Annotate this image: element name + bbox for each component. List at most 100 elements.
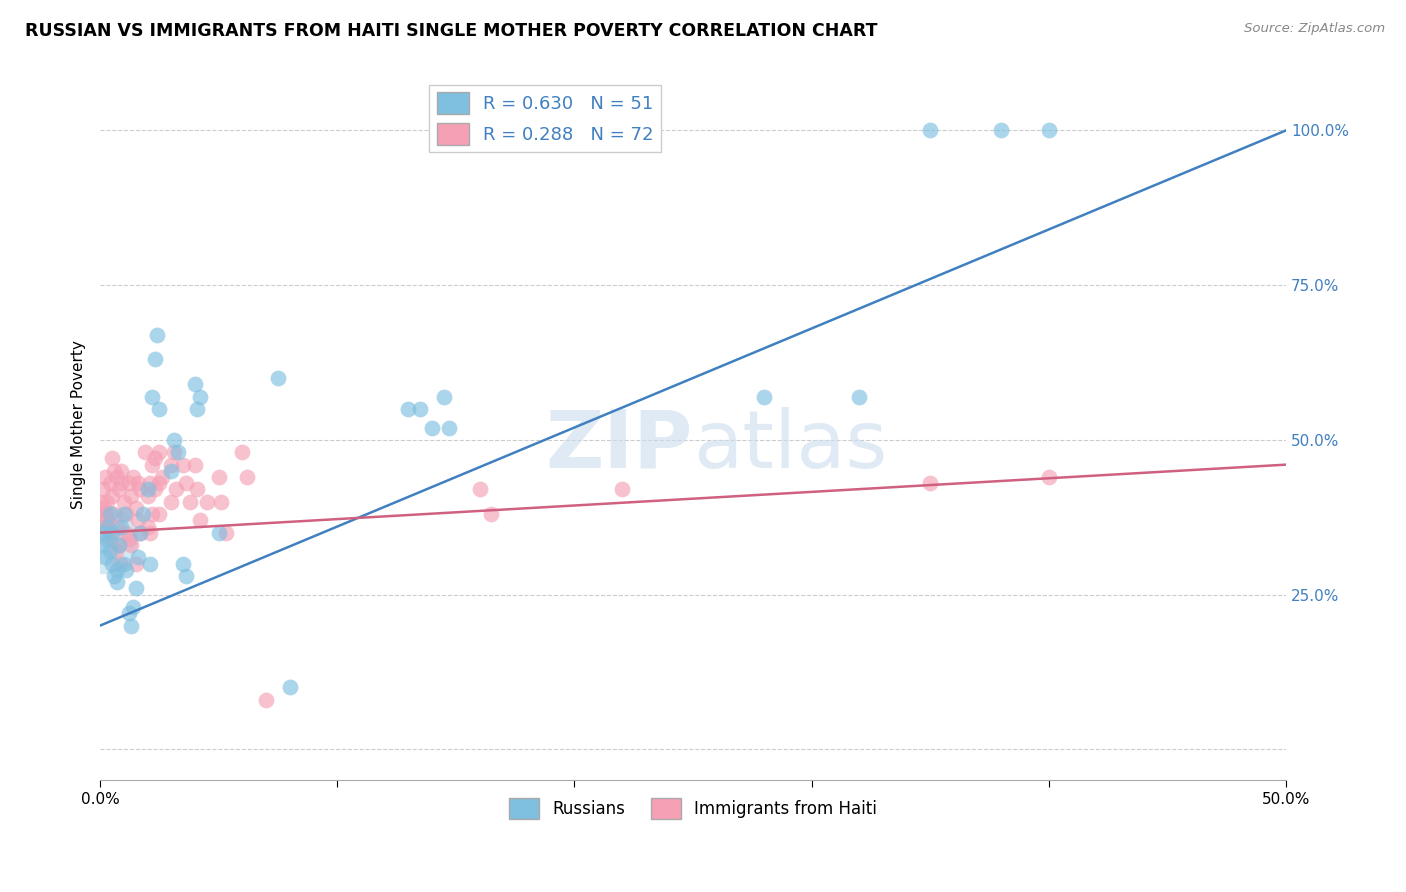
Point [120, 538, 142, 552]
Point [184, 458, 207, 472]
Point [103, 569, 125, 583]
Point [848, 390, 870, 404]
Point [920, 123, 942, 137]
Point [172, 458, 194, 472]
Point [136, 519, 159, 533]
Point [437, 420, 460, 434]
Point [129, 483, 152, 497]
Point [98, 476, 121, 491]
Point [90, 495, 112, 509]
Point [91, 513, 114, 527]
Point [409, 401, 432, 416]
Point [101, 557, 124, 571]
Point [236, 470, 259, 484]
Point [160, 458, 183, 472]
Point [150, 470, 173, 484]
Point [254, 693, 277, 707]
Point [127, 476, 149, 491]
Point [127, 513, 149, 527]
Point [1038, 470, 1060, 484]
Point [209, 495, 232, 509]
Point [148, 445, 170, 459]
Point [101, 451, 124, 466]
Point [481, 507, 503, 521]
Point [96, 532, 118, 546]
Point [920, 476, 942, 491]
Point [195, 495, 218, 509]
Point [104, 544, 127, 558]
Point [105, 470, 128, 484]
Point [420, 420, 443, 434]
Point [174, 476, 197, 491]
Point [267, 371, 290, 385]
Point [148, 476, 170, 491]
Point [188, 390, 211, 404]
Point [94, 470, 117, 484]
Legend: Russians, Immigrants from Haiti: Russians, Immigrants from Haiti [503, 792, 883, 825]
Point [108, 538, 131, 552]
Point [129, 525, 152, 540]
Point [278, 681, 301, 695]
Y-axis label: Single Mother Poverty: Single Mother Poverty [72, 340, 86, 508]
Point [110, 557, 132, 571]
Point [610, 483, 633, 497]
Point [146, 327, 169, 342]
Point [208, 470, 231, 484]
Point [120, 489, 142, 503]
Point [125, 582, 148, 596]
Point [433, 390, 456, 404]
Point [115, 507, 138, 521]
Point [98, 544, 121, 558]
Point [163, 445, 186, 459]
Point [112, 557, 135, 571]
Text: ZIP: ZIP [546, 407, 693, 484]
Point [184, 377, 207, 392]
Point [165, 483, 187, 497]
Point [101, 489, 124, 503]
Point [143, 483, 166, 497]
Point [167, 445, 190, 459]
Point [143, 352, 166, 367]
Point [141, 458, 163, 472]
Point [94, 550, 117, 565]
Point [136, 489, 159, 503]
Point [160, 464, 183, 478]
Point [186, 401, 208, 416]
Point [125, 557, 148, 571]
Point [110, 464, 132, 478]
Point [172, 557, 194, 571]
Point [96, 495, 118, 509]
Point [990, 123, 1012, 137]
Point [94, 519, 117, 533]
Point [105, 519, 128, 533]
Text: RUSSIAN VS IMMIGRANTS FROM HAITI SINGLE MOTHER POVERTY CORRELATION CHART: RUSSIAN VS IMMIGRANTS FROM HAITI SINGLE … [25, 22, 877, 40]
Point [141, 390, 163, 404]
Point [103, 464, 125, 478]
Point [108, 538, 131, 552]
Point [186, 483, 208, 497]
Point [129, 525, 152, 540]
Point [468, 483, 491, 497]
Point [91, 532, 114, 546]
Text: Source: ZipAtlas.com: Source: ZipAtlas.com [1244, 22, 1385, 36]
Point [98, 532, 121, 546]
Point [98, 525, 121, 540]
Point [115, 563, 138, 577]
Point [174, 569, 197, 583]
Point [127, 550, 149, 565]
Point [103, 507, 125, 521]
Point [110, 519, 132, 533]
Point [93, 500, 115, 515]
Point [139, 476, 162, 491]
Point [96, 519, 118, 533]
Point [1038, 123, 1060, 137]
Point [112, 507, 135, 521]
Point [117, 476, 139, 491]
Point [122, 470, 145, 484]
Point [136, 483, 159, 497]
Point [125, 500, 148, 515]
Point [208, 525, 231, 540]
Point [122, 599, 145, 614]
Point [160, 495, 183, 509]
Point [115, 525, 138, 540]
